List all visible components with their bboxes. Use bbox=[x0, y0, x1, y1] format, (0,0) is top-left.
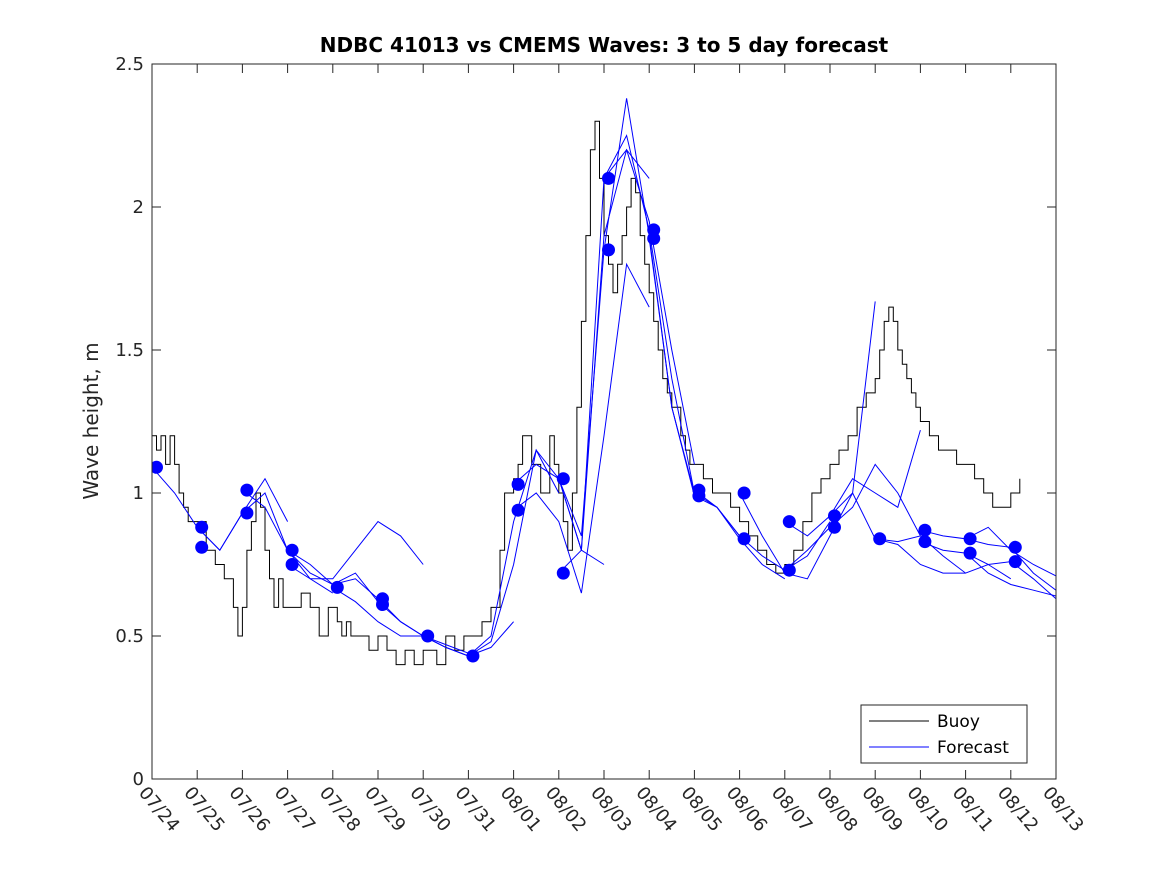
chart-title: NDBC 41013 vs CMEMS Waves: 3 to 5 day fo… bbox=[320, 33, 889, 57]
forecast-point bbox=[285, 558, 299, 571]
forecast-point bbox=[782, 515, 796, 529]
plot-area bbox=[152, 98, 1056, 666]
forecast-point bbox=[152, 460, 163, 474]
forecast-point bbox=[963, 532, 977, 546]
forecast-point bbox=[240, 483, 254, 497]
forecast-point bbox=[647, 232, 661, 245]
forecast-point bbox=[963, 546, 977, 560]
legend-forecast-label: Forecast bbox=[937, 738, 1009, 758]
forecast-point bbox=[692, 489, 706, 503]
forecast-point bbox=[782, 563, 796, 577]
y-tick-label: 0 bbox=[133, 769, 144, 790]
forecast-point bbox=[737, 486, 751, 500]
forecast-point bbox=[602, 243, 615, 257]
forecast-point bbox=[421, 629, 435, 643]
forecast-point bbox=[285, 543, 299, 557]
legend-buoy-label: Buoy bbox=[937, 712, 980, 732]
forecast-point bbox=[737, 532, 751, 546]
y-tick-label: 2.5 bbox=[115, 54, 144, 75]
y-tick-label: 0.5 bbox=[115, 626, 144, 647]
forecast-point bbox=[240, 506, 254, 520]
forecast-point bbox=[376, 598, 389, 611]
forecast-point bbox=[466, 649, 480, 663]
forecast-point bbox=[918, 535, 932, 549]
legend-box bbox=[860, 704, 1028, 764]
forecast-point bbox=[1008, 540, 1022, 554]
forecast-line-2 bbox=[242, 489, 379, 600]
y-tick-label: 1 bbox=[133, 483, 144, 504]
forecast-line-21 bbox=[920, 526, 1056, 577]
forecast-point bbox=[918, 523, 932, 537]
forecast-point bbox=[195, 540, 209, 554]
forecast-point bbox=[556, 472, 570, 486]
forecast-point bbox=[1008, 555, 1022, 569]
forecast-line-17 bbox=[784, 429, 921, 537]
y-tick-label: 1.5 bbox=[115, 340, 144, 361]
forecast-line-19 bbox=[829, 492, 966, 574]
forecast-line-4 bbox=[287, 520, 424, 580]
forecast-point bbox=[828, 520, 841, 534]
forecast-line-22 bbox=[920, 541, 1056, 597]
forecast-point bbox=[195, 520, 209, 534]
forecast-point bbox=[602, 171, 615, 185]
forecast-point bbox=[330, 580, 344, 594]
y-tick-label: 2 bbox=[133, 197, 144, 218]
forecast-line-15 bbox=[694, 489, 831, 571]
forecast-line-5 bbox=[332, 586, 469, 654]
forecast-point bbox=[873, 532, 887, 546]
legend: Buoy Forecast bbox=[860, 704, 1028, 764]
forecast-point bbox=[556, 566, 570, 580]
forecast-point bbox=[511, 477, 525, 491]
forecast-line-18 bbox=[784, 463, 921, 571]
forecast-line-10 bbox=[513, 262, 650, 594]
forecast-point bbox=[828, 509, 841, 523]
forecast-point bbox=[511, 503, 525, 517]
y-axis-label: Wave height, m bbox=[79, 342, 103, 499]
forecast-line-12 bbox=[558, 148, 695, 574]
